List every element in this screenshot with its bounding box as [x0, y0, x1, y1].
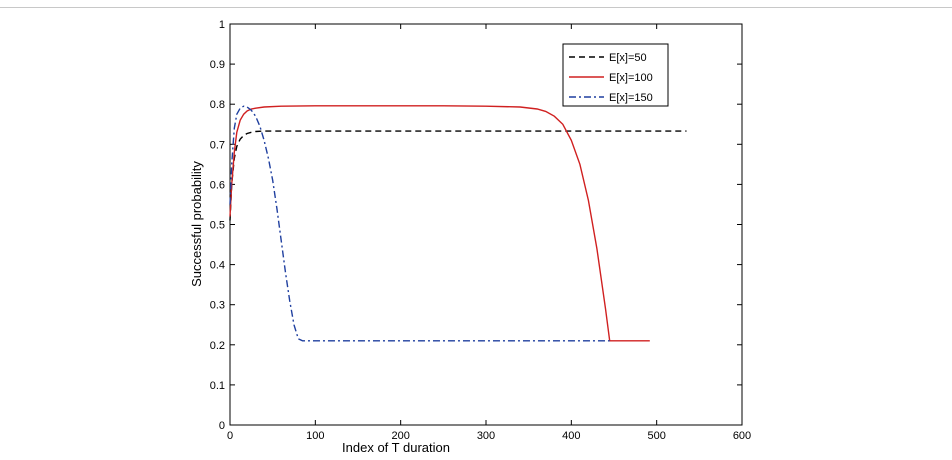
x-tick-label: 200 [391, 430, 409, 442]
x-tick-label: 0 [227, 430, 233, 442]
y-tick-label: 0.5 [210, 220, 225, 232]
x-tick-label: 100 [306, 430, 324, 442]
x-tick-label: 300 [477, 430, 495, 442]
y-tick-label: 0.4 [210, 260, 225, 272]
legend-label-1: E[x]=50 [609, 52, 647, 64]
y-tick-label: 0.1 [210, 380, 225, 392]
legend-label-3: E[x]=150 [609, 92, 653, 104]
y-tick-label: 0.8 [210, 99, 225, 111]
y-tick-label: 0.2 [210, 340, 225, 352]
series-line-1 [229, 130, 687, 221]
x-tick-label: 500 [647, 430, 665, 442]
top-divider [0, 7, 952, 8]
y-tick-label: 0 [219, 420, 225, 432]
x-axis-label: Index of T duration [342, 440, 450, 455]
y-tick-label: 0.3 [210, 300, 225, 312]
series-layer [229, 105, 687, 342]
axis-ticks: 0 100 200 300 400 500 600 0 0.1 0.2 0.3 0.4 0.5 0.6 0.… [210, 19, 751, 442]
y-tick-label: 0.9 [210, 59, 225, 71]
y-tick-label: 0.7 [210, 139, 225, 151]
x-tick-label: 600 [733, 430, 751, 442]
legend-box [562, 43, 669, 107]
series-line-3 [229, 105, 610, 342]
y-tick-label: 0.6 [210, 179, 225, 191]
y-axis-label: Successful probability [189, 161, 204, 287]
series-line-2 [229, 105, 650, 342]
x-tick-label: 400 [562, 430, 580, 442]
legend-label-2: E[x]=100 [609, 72, 653, 84]
legend: E[x]=50 E[x]=100 E[x]=150 [562, 43, 669, 107]
y-tick-label: 1 [219, 19, 225, 31]
